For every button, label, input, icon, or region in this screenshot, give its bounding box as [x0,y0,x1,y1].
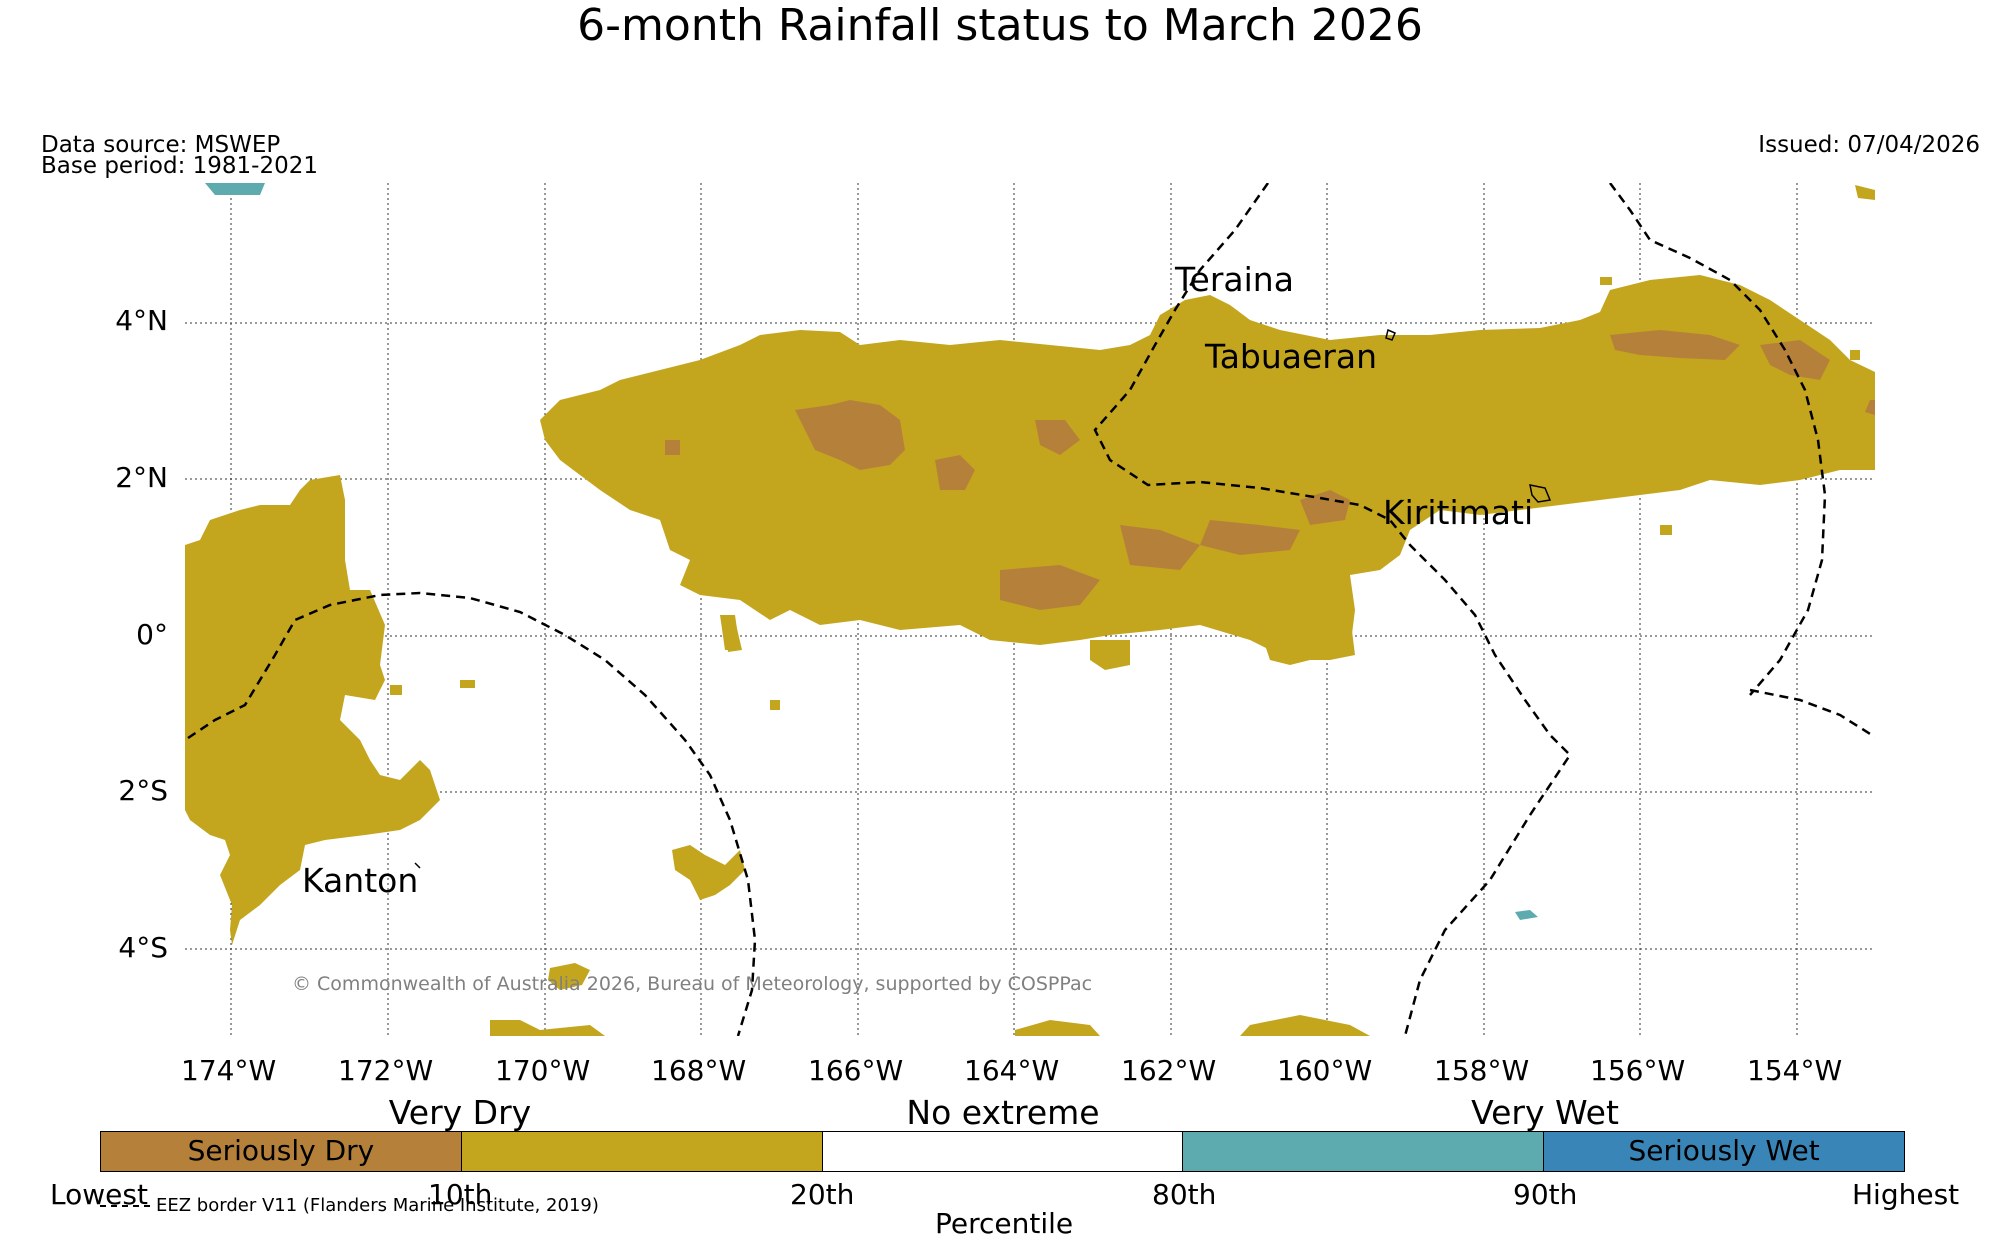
data-source-text: Data source: MSWEP [41,132,281,158]
place-label-teraina: Teraina [1175,260,1294,299]
lon-tick-166w: 166°W [808,1054,904,1087]
lon-tick-172w: 172°W [338,1054,434,1087]
lon-tick-170w: 170°W [495,1054,591,1087]
lat-tick-4s: 4°S [118,931,168,964]
place-label-kanton: Kanton [302,861,419,900]
lat-tick-2n: 2°N [115,461,168,494]
legend-category-very-wet: Very Wet [1471,1093,1619,1132]
percentile-label-90th: 90th [1513,1178,1578,1211]
legend-colorbar: Seriously Dry Seriously Wet [100,1131,1905,1172]
lon-tick-154w: 154°W [1747,1054,1843,1087]
lat-tick-2s: 2°S [118,774,168,807]
island-outlines [414,328,1552,869]
legend-box-label-seriously-wet: Seriously Wet [1628,1134,1820,1167]
base-period-text: Base period: 1981-2021 [41,153,319,179]
legend-box-seriously-dry: Seriously Dry [101,1132,462,1171]
eez-legend-note: EEZ border V11 (Flanders Marine Institut… [100,1195,599,1216]
place-label-kiritimati: Kiritimati [1383,493,1534,532]
place-label-tabuaeran: Tabuaeran [1205,337,1378,376]
lon-tick-174w: 174°W [181,1054,277,1087]
lon-tick-158w: 158°W [1434,1054,1530,1087]
legend-box-very-dry [461,1132,823,1171]
seriously-dry-regions [665,330,1875,610]
page-title: 6-month Rainfall status to March 2026 [577,0,1423,51]
percentile-label-20th: 20th [790,1178,855,1211]
eez-dash-swatch [100,1205,150,1207]
lon-tick-162w: 162°W [1121,1054,1217,1087]
legend-category-no-extreme: No extreme [906,1093,1100,1132]
legend-box-very-wet [1183,1132,1545,1171]
issued-date-text: Issued: 07/04/2026 [1758,132,1980,158]
lon-tick-156w: 156°W [1590,1054,1686,1087]
legend-box-seriously-wet: Seriously Wet [1544,1132,1904,1171]
copyright-notice: © Commonwealth of Australia 2026, Bureau… [292,973,1093,995]
lon-tick-164w: 164°W [964,1054,1060,1087]
percentile-label-80th: 80th [1152,1178,1217,1211]
very-dry-region-central [540,275,1875,655]
legend-axis-label: Percentile [935,1207,1074,1240]
eez-borders [187,183,1875,1036]
very-dry-region-west [185,475,440,945]
percentile-label-highest: Highest [1852,1178,1960,1211]
percentile-label-10th: 10th [428,1178,493,1211]
very-wet-regions [205,183,1538,920]
lon-tick-168w: 168°W [651,1054,747,1087]
lon-tick-160w: 160°W [1277,1054,1373,1087]
eez-legend-text: EEZ border V11 (Flanders Marine Institut… [156,1195,599,1216]
legend-category-very-dry: Very Dry [388,1093,532,1132]
lat-tick-4n: 4°N [115,304,168,337]
very-dry-islets [390,185,1875,1036]
lat-tick-0: 0° [136,618,168,651]
legend-box-no-extreme [822,1132,1184,1171]
legend-box-label-seriously-dry: Seriously Dry [187,1134,375,1167]
